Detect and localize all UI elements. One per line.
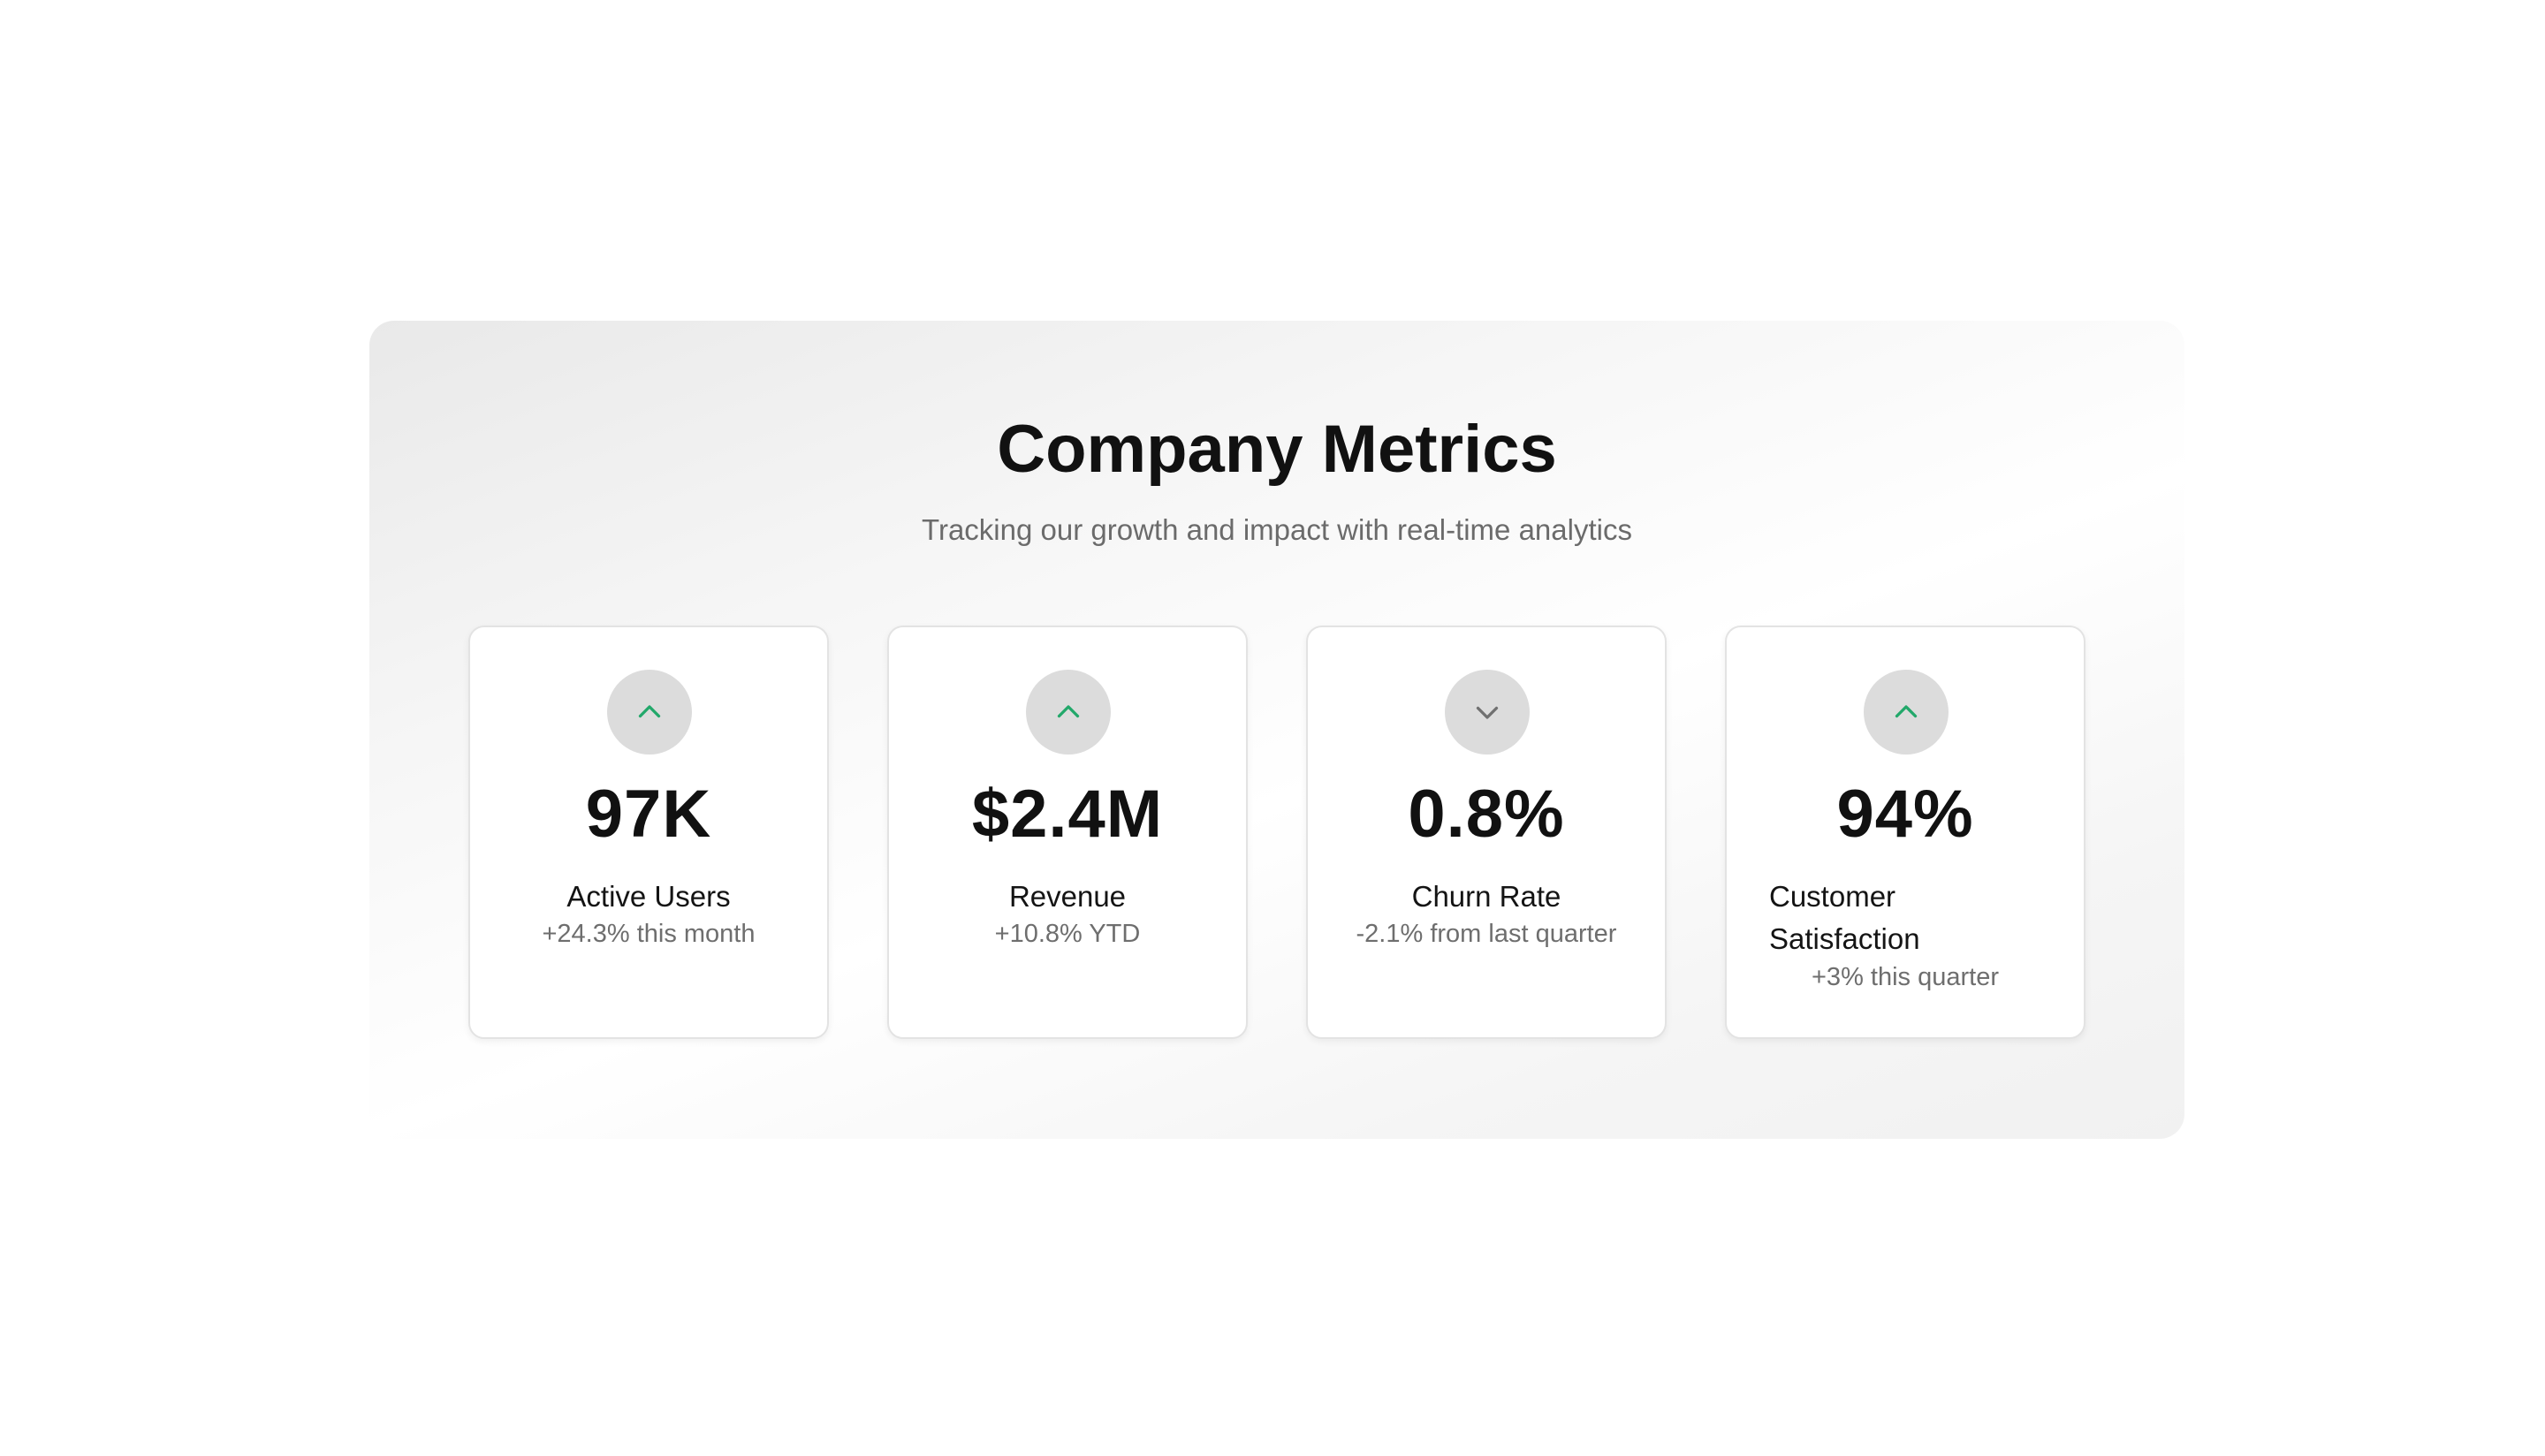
page-title: Company Metrics	[997, 412, 1557, 487]
chevron-up-icon	[607, 670, 692, 755]
chevron-up-icon	[1864, 670, 1949, 755]
metric-value: $2.4M	[971, 777, 1164, 852]
chevron-up-icon	[1026, 670, 1111, 755]
metrics-panel: Company Metrics Tracking our growth and …	[369, 321, 2184, 1139]
metric-card-active-users: 97K Active Users +24.3% this month	[468, 626, 829, 1039]
metric-change: +3% this quarter	[1812, 963, 1999, 991]
metric-card-churn-rate: 0.8% Churn Rate -2.1% from last quarter	[1306, 626, 1667, 1039]
metric-change: -2.1% from last quarter	[1356, 920, 1617, 948]
page-subtitle: Tracking our growth and impact with real…	[922, 513, 1632, 546]
chevron-down-icon	[1445, 670, 1530, 755]
metric-label: Active Users	[566, 880, 731, 913]
metric-change: +10.8% YTD	[994, 920, 1141, 948]
metric-label: Revenue	[1008, 880, 1127, 913]
metric-value: 94%	[1836, 777, 1974, 852]
metric-label: Customer Satisfaction	[1769, 880, 1920, 955]
metric-card-revenue: $2.4M Revenue +10.8% YTD	[887, 626, 1248, 1039]
metric-card-customer-satisfaction: 94% Customer Satisfaction +3% this quart…	[1725, 626, 2085, 1039]
metric-cards: 97K Active Users +24.3% this month $2.4M…	[468, 626, 2085, 1041]
metric-label: Churn Rate	[1411, 880, 1561, 913]
metric-change: +24.3% this month	[542, 920, 756, 948]
metric-value: 97K	[585, 777, 712, 852]
metric-value: 0.8%	[1408, 777, 1565, 852]
